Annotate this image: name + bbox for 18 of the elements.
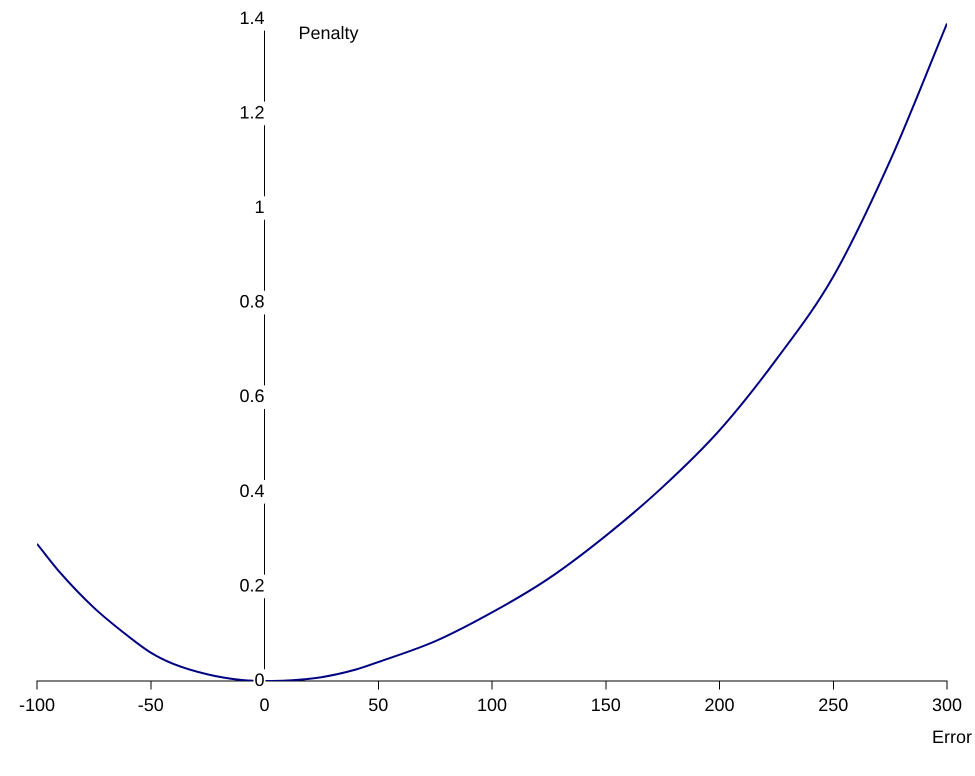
- y-axis-title: Penalty: [298, 22, 359, 43]
- x-tick-label: 100: [476, 694, 508, 715]
- x-tick-label: -100: [18, 694, 56, 715]
- y-tick-label: 1: [254, 196, 264, 217]
- x-tick-label: 300: [932, 694, 962, 715]
- y-tick-label: 1.4: [239, 8, 264, 28]
- x-tick-label: 250: [818, 694, 848, 715]
- y-tick-label: 1.2: [239, 102, 264, 122]
- x-axis-title: Error: [932, 726, 972, 747]
- y-tick-label: 0.8: [239, 292, 264, 312]
- x-tick-label: 150: [590, 694, 621, 715]
- x-tick-label: -50: [138, 694, 164, 715]
- y-tick-label: 0.2: [239, 575, 264, 596]
- x-tick-label: 200: [704, 694, 735, 715]
- y-tick-label: 0.6: [239, 386, 264, 406]
- y-tick-label: 0: [254, 670, 264, 690]
- x-tick-label: 50: [368, 694, 388, 715]
- y-tick-label: 0.4: [239, 480, 264, 501]
